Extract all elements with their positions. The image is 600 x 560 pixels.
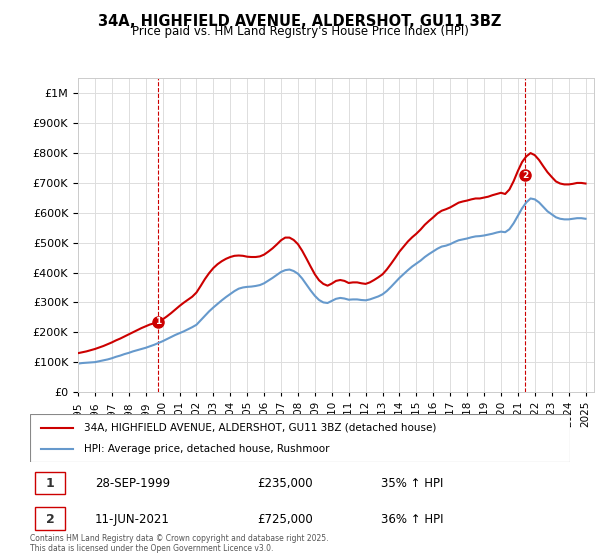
Text: 28-SEP-1999: 28-SEP-1999: [95, 477, 170, 490]
FancyBboxPatch shape: [35, 507, 65, 530]
Text: 34A, HIGHFIELD AVENUE, ALDERSHOT, GU11 3BZ (detached house): 34A, HIGHFIELD AVENUE, ALDERSHOT, GU11 3…: [84, 423, 436, 433]
Text: £235,000: £235,000: [257, 477, 313, 490]
Text: Contains HM Land Registry data © Crown copyright and database right 2025.
This d: Contains HM Land Registry data © Crown c…: [30, 534, 329, 553]
Text: HPI: Average price, detached house, Rushmoor: HPI: Average price, detached house, Rush…: [84, 444, 329, 454]
Text: 2: 2: [46, 513, 55, 526]
FancyBboxPatch shape: [30, 414, 570, 462]
Text: 36% ↑ HPI: 36% ↑ HPI: [381, 513, 443, 526]
Text: Price paid vs. HM Land Registry's House Price Index (HPI): Price paid vs. HM Land Registry's House …: [131, 25, 469, 38]
Text: £725,000: £725,000: [257, 513, 313, 526]
Text: 2: 2: [523, 171, 529, 180]
Text: 35% ↑ HPI: 35% ↑ HPI: [381, 477, 443, 490]
Text: 11-JUN-2021: 11-JUN-2021: [95, 513, 170, 526]
Text: 1: 1: [46, 477, 55, 490]
FancyBboxPatch shape: [35, 472, 65, 494]
Text: 34A, HIGHFIELD AVENUE, ALDERSHOT, GU11 3BZ: 34A, HIGHFIELD AVENUE, ALDERSHOT, GU11 3…: [98, 14, 502, 29]
Text: 1: 1: [155, 318, 161, 326]
